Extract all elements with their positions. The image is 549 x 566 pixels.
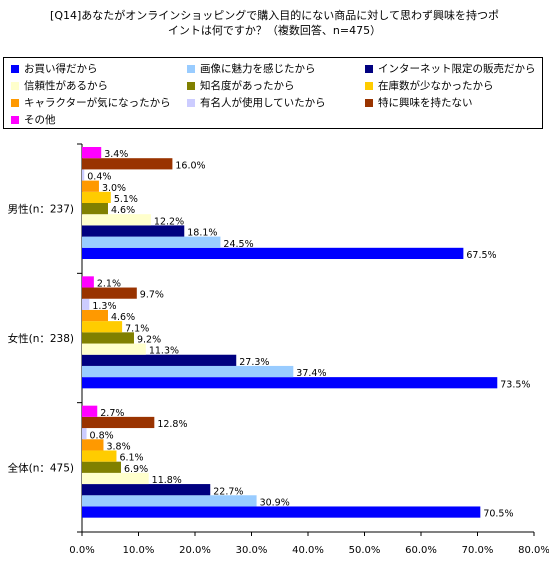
bar [82,169,85,181]
data-label: 73.5% [500,379,530,390]
legend-label: 信頼性があるから [24,80,108,92]
data-label: 67.5% [466,250,496,261]
legend-label: 特に興味を持たない [378,97,473,109]
data-label: 22.7% [213,486,243,497]
bar [82,405,98,417]
data-label: 2.1% [97,279,121,290]
legend-swatch [187,99,195,107]
bar [82,365,294,378]
data-label: 3.0% [102,183,126,194]
data-label: 12.8% [157,419,187,430]
bar [82,484,211,496]
x-tick-label: 40.0% [292,545,324,556]
data-label: 37.4% [296,368,326,379]
x-tick-label: 10.0% [123,545,155,556]
bar [82,180,99,192]
data-label: 5.1% [114,194,138,205]
data-label: 4.6% [111,312,135,323]
bar [82,343,146,355]
data-label: 9.2% [137,335,161,346]
legend-swatch [187,65,195,73]
legend-label: 有名人が使用していたから [200,97,326,109]
chart-title-line-2: イントは何ですか？（複数回答、n=475） [167,24,382,37]
bar [82,321,123,333]
legend-label: キャラクターが気になったから [24,97,171,109]
bar [82,354,237,366]
bar [82,377,498,389]
x-tick-label: 50.0% [349,545,381,556]
data-label: 18.1% [187,228,217,239]
x-tick-label: 80.0% [518,545,549,556]
bar [82,495,257,507]
data-label: 12.2% [154,216,184,227]
data-label: 9.7% [140,290,164,301]
bar [82,287,137,299]
bar [82,214,151,226]
bar [82,191,111,203]
data-label: 3.4% [104,149,128,160]
x-tick-label: 60.0% [405,545,437,556]
data-label: 27.3% [239,357,269,368]
data-label: 4.6% [111,205,135,216]
legend-label: その他 [24,114,56,126]
bar [82,298,90,310]
chart-title-line-1: [Q14]あなたがオンラインショッピングで購入目的にない商品に対して思わず興味を… [50,9,499,22]
bar [82,247,464,259]
x-tick-label: 0.0% [69,545,94,556]
data-label: 30.9% [260,497,290,508]
bar [82,147,102,159]
bar [82,428,87,440]
legend-swatch [365,99,373,107]
bar [82,203,108,215]
category-label: 全体(n：475) [8,461,74,474]
data-label: 70.5% [483,509,513,520]
data-label: 24.5% [223,239,253,250]
data-label: 11.8% [152,475,182,486]
legend-swatch [365,82,373,90]
data-label: 2.7% [100,408,124,419]
legend-swatch [365,65,373,73]
data-label: 0.4% [87,172,111,183]
bar [82,276,94,288]
legend-label: 画像に魅力を感じたから [200,63,316,75]
x-tick-label: 30.0% [236,545,268,556]
data-label: 6.1% [119,453,143,464]
legend-swatch [11,65,19,73]
data-label: 7.1% [125,323,149,334]
data-label: 0.8% [90,430,114,441]
bar [82,225,185,237]
bar [82,158,173,170]
category-label: 女性(n：238) [8,332,74,345]
bar [82,450,117,462]
bar [82,472,149,485]
data-label: 6.9% [124,464,148,475]
legend-label: インターネット限定の販売だから [378,63,536,75]
legend-swatch [11,99,19,107]
bar [82,506,481,518]
category-label: 男性(n：237) [8,203,74,216]
bar [82,332,134,344]
legend-swatch [187,82,195,90]
chart-title: [Q14]あなたがオンラインショッピングで購入目的にない商品に対して思わず興味を… [0,8,549,38]
data-label: 3.8% [106,441,130,452]
legend: お買い得だから 画像に魅力を感じたから インターネット限定の販売だから信頼性があるか… [3,57,543,129]
legend-label: 知名度があったから [200,80,295,92]
bar [82,309,108,322]
legend-label: 在庫数が少なかったから [378,80,494,92]
legend-swatch [11,116,19,124]
data-label: 11.3% [149,346,179,357]
bar [82,416,155,429]
legend-swatch [11,82,19,90]
bar [82,461,121,473]
data-label: 1.3% [92,301,116,312]
x-tick-label: 70.0% [462,545,494,556]
bar [82,236,221,248]
x-tick-label: 20.0% [179,545,211,556]
legend-label: お買い得だから [24,63,98,75]
data-label: 16.0% [175,160,205,171]
bar [82,439,104,451]
